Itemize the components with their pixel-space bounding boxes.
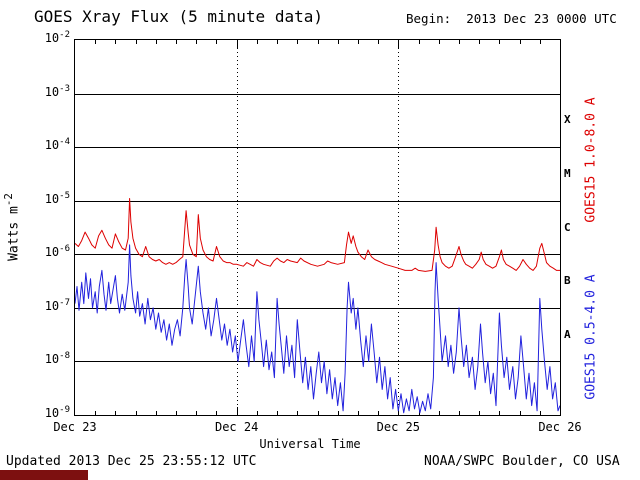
- y-tick-exponent: -6: [59, 244, 70, 255]
- plot-svg: [75, 40, 560, 415]
- y-tick-exponent: -3: [59, 83, 70, 94]
- flare-class-letter: A: [564, 327, 571, 341]
- y-axis-title-exponent: -2: [2, 193, 16, 207]
- x-tick-label: Dec 24: [214, 420, 259, 434]
- y-tick-exponent: -7: [59, 297, 70, 308]
- y-tick-label: 10-3: [44, 83, 70, 99]
- y-tick-label: 10-9: [44, 405, 70, 421]
- updated-timestamp: Updated 2013 Dec 25 23:55:12 UTC: [6, 454, 257, 469]
- flare-class-letter: C: [564, 220, 571, 234]
- x-tick-label: Dec 26: [538, 420, 582, 434]
- credit-text: NOAA/SWPC Boulder, CO USA: [424, 454, 620, 469]
- series-short-channel: [75, 244, 560, 414]
- flare-class-letter: B: [564, 274, 571, 288]
- y-tick-exponent: -4: [59, 137, 70, 148]
- y-axis-title: Watts m-2: [2, 193, 22, 261]
- y-axis-title-base: Watts m: [6, 206, 22, 261]
- bottom-left-bar: [0, 470, 88, 480]
- x-tick-label: Dec 23: [53, 420, 97, 434]
- series-label-long-channel: GOES15 1.0-8.0 A: [583, 97, 599, 223]
- y-tick-label: 10-5: [44, 190, 70, 206]
- chart-title: GOES Xray Flux (5 minute data): [34, 7, 323, 26]
- y-tick-exponent: -2: [59, 30, 70, 40]
- x-tick-label: Dec 25: [376, 420, 420, 434]
- y-tick-exponent: -8: [59, 351, 70, 362]
- y-tick-label: 10-6: [44, 244, 70, 260]
- y-tick-label: 10-8: [44, 351, 70, 367]
- begin-timestamp: Begin: 2013 Dec 23 0000 UTC: [406, 11, 617, 26]
- plot-area: [74, 39, 561, 416]
- y-tick-exponent: -9: [59, 405, 70, 415]
- y-tick-exponent: -5: [59, 190, 70, 201]
- series-label-short-channel: GOES15 0.5-4.0 A: [583, 274, 599, 400]
- y-tick-label: 10-4: [44, 137, 70, 153]
- series-long-channel: [75, 198, 560, 272]
- flare-class-letter: M: [564, 166, 571, 180]
- x-axis-title: Universal Time: [259, 437, 361, 451]
- flare-class-letter: X: [564, 113, 571, 127]
- y-tick-label: 10-2: [44, 30, 70, 46]
- y-tick-label: 10-7: [44, 297, 70, 313]
